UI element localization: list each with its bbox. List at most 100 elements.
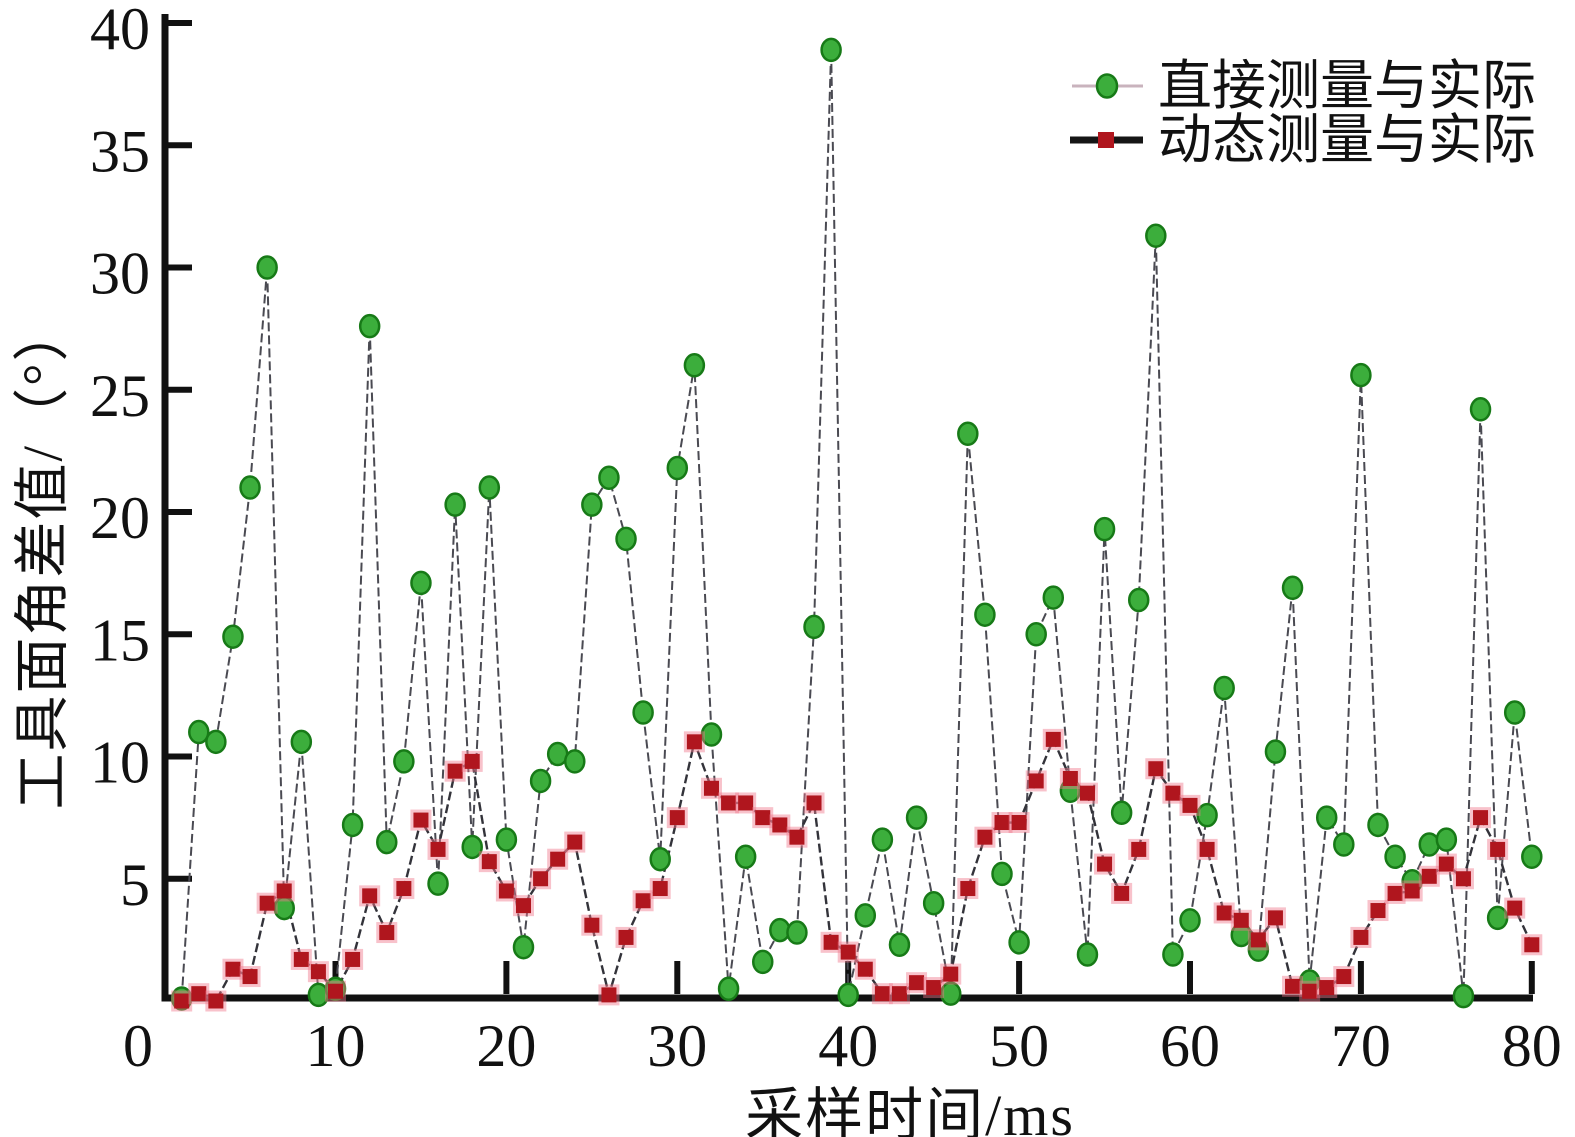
x-tick-label-70: 70 — [1331, 1013, 1391, 1079]
dynamic-marker — [293, 951, 309, 967]
dynamic-marker — [567, 834, 583, 850]
dynamic-marker — [1011, 815, 1027, 831]
dynamic-marker — [481, 854, 497, 870]
dynamic-marker — [686, 734, 702, 750]
dynamic-marker — [1114, 885, 1130, 901]
legend-label-direct: 直接测量与实际 — [1158, 56, 1536, 116]
dynamic-marker — [362, 888, 378, 904]
dynamic-marker — [960, 881, 976, 897]
direct-marker — [444, 492, 466, 517]
direct-marker — [700, 722, 723, 747]
dynamic-marker — [1438, 856, 1454, 872]
dynamic-marker — [550, 851, 566, 867]
dynamic-marker — [1250, 932, 1266, 948]
dynamic-marker — [1097, 856, 1113, 872]
dynamic-marker — [1319, 980, 1335, 996]
dynamic-marker — [772, 817, 788, 833]
direct-marker — [222, 624, 244, 649]
dynamic-marker — [515, 898, 531, 914]
direct-marker — [786, 920, 808, 945]
direct-marker — [1503, 700, 1526, 725]
direct-marker — [632, 700, 654, 725]
y-tick-label-15: 15 — [90, 607, 150, 673]
dynamic-marker — [345, 951, 361, 967]
y-tick-label-20: 20 — [90, 485, 150, 551]
direct-marker — [1264, 739, 1287, 764]
dynamic-marker — [464, 753, 480, 769]
dynamic-marker — [1302, 983, 1318, 999]
direct-marker — [905, 805, 928, 830]
direct-marker — [529, 768, 552, 794]
dynamic-marker — [533, 871, 549, 887]
direct-marker — [871, 827, 894, 852]
direct-marker — [205, 729, 227, 755]
direct-marker — [1076, 942, 1099, 967]
dynamic-marker — [396, 881, 412, 897]
dynamic-marker — [225, 961, 241, 977]
y-tick-label-25: 25 — [90, 363, 150, 429]
y-tick-label-5: 5 — [120, 852, 150, 918]
direct-series-line — [180, 49, 1533, 999]
direct-marker — [734, 844, 757, 869]
direct-marker — [1162, 942, 1184, 967]
dynamic-marker — [1370, 903, 1386, 919]
dynamic-marker — [703, 780, 719, 796]
dynamic-marker — [1045, 731, 1061, 747]
dynamic-marker — [806, 795, 822, 811]
y-tick-label-10: 10 — [90, 730, 150, 796]
direct-marker — [1486, 905, 1509, 931]
dynamic-marker — [276, 883, 292, 899]
direct-marker — [1025, 622, 1047, 647]
direct-marker — [461, 834, 483, 860]
direct-marker — [290, 729, 313, 755]
dynamic-marker — [635, 893, 651, 909]
dynamic-marker — [1285, 978, 1301, 994]
y-tick-label-30: 30 — [90, 241, 150, 307]
dynamic-marker — [1524, 937, 1540, 953]
dynamic-marker — [1473, 810, 1489, 826]
dynamic-marker — [1387, 885, 1403, 901]
dynamic-marker — [1148, 761, 1164, 777]
dynamic-marker — [738, 795, 754, 811]
direct-marker — [1315, 805, 1338, 830]
direct-marker — [854, 903, 877, 928]
dynamic-marker — [1404, 883, 1420, 899]
direct-marker — [598, 465, 620, 491]
direct-marker — [1127, 587, 1150, 613]
dynamic-marker — [413, 812, 429, 828]
dynamic-marker — [1028, 773, 1044, 789]
dynamic-marker — [669, 810, 685, 826]
x-tick-label-30: 30 — [647, 1013, 707, 1079]
dynamic-marker — [721, 795, 737, 811]
legend-direct-marker-icon — [1095, 73, 1119, 99]
dynamic-marker — [891, 986, 907, 1002]
direct-marker — [239, 475, 261, 500]
dynamic-marker — [1490, 841, 1506, 857]
direct-marker — [752, 949, 774, 975]
direct-marker — [888, 932, 911, 958]
dynamic-marker — [1336, 969, 1352, 985]
direct-marker — [615, 526, 637, 552]
direct-marker — [410, 570, 432, 596]
dynamic-marker — [1182, 797, 1198, 813]
direct-marker — [1179, 908, 1201, 933]
direct-marker — [666, 455, 689, 481]
direct-marker — [1452, 983, 1475, 1009]
dynamic-marker — [874, 986, 890, 1002]
dynamic-marker — [1421, 868, 1437, 884]
direct-marker — [649, 846, 671, 872]
direct-marker — [1093, 516, 1116, 542]
dynamic-marker — [1455, 871, 1471, 887]
x-tick-label-60: 60 — [1160, 1013, 1220, 1079]
direct-marker — [1281, 575, 1304, 601]
dynamic-marker — [1199, 841, 1215, 857]
dynamic-marker — [191, 986, 207, 1002]
dynamic-marker — [601, 987, 617, 1003]
direct-marker — [837, 982, 859, 1008]
x-tick-label-40: 40 — [818, 1013, 878, 1079]
dynamic-marker — [328, 983, 343, 999]
y-tick-label-40: 40 — [90, 0, 150, 62]
direct-marker — [1521, 844, 1543, 869]
